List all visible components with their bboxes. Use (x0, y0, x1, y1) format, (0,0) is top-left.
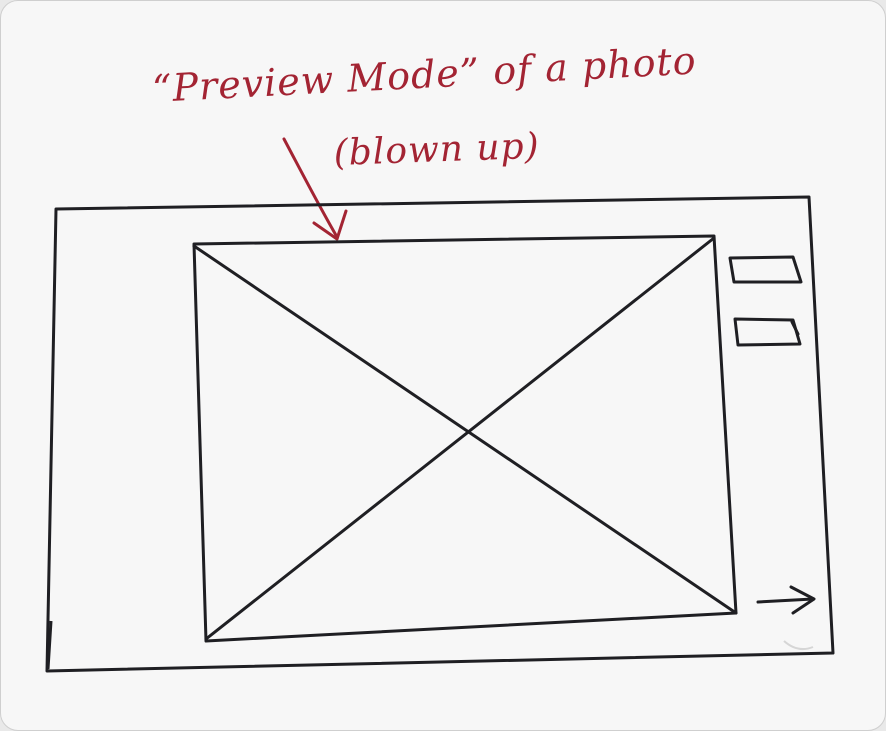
next-button[interactable] (753, 583, 819, 617)
side-button-1[interactable] (729, 253, 805, 287)
preview-window-frame (45, 195, 835, 673)
next-arrow-icon (756, 585, 816, 615)
photo-preview-area[interactable] (196, 239, 726, 634)
photo-placeholder-icon (192, 234, 738, 643)
side-button-2[interactable] (733, 315, 805, 349)
annotation-pointer-arrow (282, 137, 348, 241)
side-button-2-icon (733, 317, 802, 347)
side-button-1-icon (728, 255, 803, 284)
